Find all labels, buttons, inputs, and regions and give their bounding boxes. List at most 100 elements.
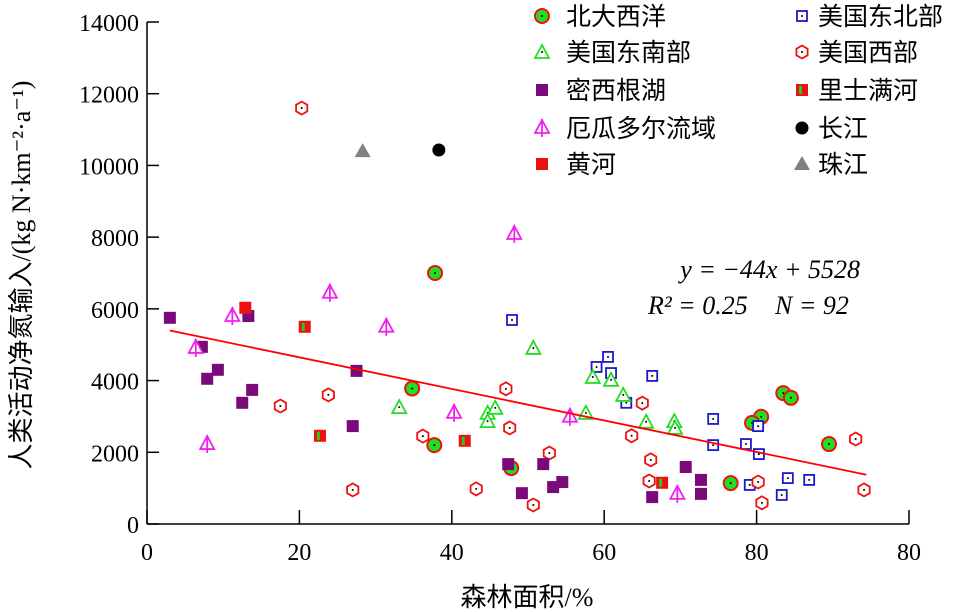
- square-marker-icon: [246, 383, 259, 396]
- legend-label: 美国东北部: [818, 3, 943, 31]
- data-point: [198, 434, 216, 454]
- legend-item: 美国东南部: [533, 39, 691, 67]
- legend-item: 美国东北部: [796, 3, 943, 31]
- marker-center-dot: [610, 378, 613, 381]
- legend-label: 黄河: [566, 151, 616, 179]
- legend-marker: [795, 44, 809, 60]
- marker-center-dot: [421, 435, 424, 438]
- data-point: [668, 483, 686, 503]
- data-point: [666, 419, 684, 435]
- data-point: [426, 437, 443, 454]
- r-squared-label: R² = 0.25: [647, 291, 748, 320]
- data-point: [236, 396, 249, 409]
- y-tick-label: 14000: [79, 11, 139, 37]
- data-point: [656, 476, 669, 489]
- data-point: [377, 316, 395, 336]
- marker-center-dot: [645, 420, 648, 423]
- square-marker-icon: [556, 476, 569, 489]
- y-tick-label: 2000: [91, 441, 139, 467]
- square-marker-icon: [646, 491, 659, 504]
- marker-center-dot: [854, 438, 857, 441]
- marker-center-dot: [641, 402, 644, 405]
- n-label: N = 92: [774, 291, 849, 320]
- marker-center-dot: [625, 401, 628, 404]
- data-point: [637, 412, 655, 429]
- marker-center-dot: [351, 488, 354, 491]
- square-marker-icon: [346, 420, 359, 433]
- data-point: [499, 381, 513, 397]
- data-point: [390, 398, 408, 415]
- data-point: [486, 398, 504, 415]
- legend-item: 黄河: [536, 151, 616, 179]
- x-tick-label: 80: [745, 540, 769, 566]
- legend-marker: [796, 10, 808, 22]
- data-point: [803, 473, 816, 486]
- data-point: [614, 386, 632, 402]
- x-axis-title: 森林面积/%: [461, 583, 594, 612]
- marker-center-dot: [744, 443, 747, 446]
- data-point: [298, 320, 311, 333]
- marker-center-dot: [434, 272, 437, 274]
- legend-marker: [534, 8, 550, 24]
- regression-line: [169, 329, 867, 476]
- data-point: [694, 487, 707, 500]
- data-point: [479, 412, 497, 428]
- green-band-icon: [799, 86, 802, 94]
- data-point: [201, 372, 214, 385]
- data-point: [313, 429, 326, 442]
- square-marker-icon: [536, 84, 548, 96]
- legend-marker: [796, 84, 808, 96]
- data-point: [752, 420, 765, 433]
- legend-item: 厄瓜多尔流域: [533, 115, 716, 143]
- marker-center-dot: [595, 365, 598, 368]
- square-marker-icon: [515, 487, 528, 500]
- legend-label: 美国东南部: [566, 39, 691, 67]
- square-marker-icon: [694, 487, 707, 500]
- legend-item: 珠江: [794, 151, 868, 179]
- marker-center-dot: [808, 478, 811, 481]
- triangle-marker-icon: [354, 143, 371, 158]
- x-tick-label: 40: [440, 540, 464, 566]
- marker-center-dot: [398, 406, 401, 409]
- marker-center-dot: [760, 415, 763, 418]
- legend-item: 密西根湖: [536, 77, 666, 105]
- marker-center-dot: [508, 426, 511, 429]
- marker-center-dot: [532, 503, 535, 506]
- marker-center-dot: [780, 493, 783, 496]
- x-tick-label: 20: [287, 540, 311, 566]
- data-point: [211, 363, 224, 376]
- marker-center-dot: [584, 411, 587, 414]
- data-point: [432, 143, 446, 157]
- square-marker-icon: [679, 460, 692, 473]
- data-point: [707, 413, 720, 425]
- marker-center-dot: [801, 51, 803, 53]
- marker-center-dot: [757, 453, 760, 456]
- y-tick-label: 4000: [91, 370, 139, 396]
- legend-marker: [536, 158, 548, 170]
- y-tick-label: 12000: [79, 83, 139, 109]
- legend-item: 北大西洋: [534, 3, 666, 31]
- marker-center-dot: [541, 15, 543, 17]
- marker-center-dot: [786, 477, 789, 480]
- data-point: [346, 420, 359, 433]
- x-tick-label: 80: [897, 540, 921, 566]
- marker-center-dot: [486, 420, 489, 423]
- legend-marker: [533, 43, 551, 59]
- data-point: [644, 452, 658, 468]
- y-tick-label: 0: [127, 513, 139, 539]
- square-marker-icon: [239, 301, 252, 314]
- marker-center-dot: [757, 481, 760, 484]
- marker-center-dot: [541, 51, 543, 53]
- data-points: [163, 100, 871, 513]
- square-marker-icon: [163, 311, 176, 324]
- data-point: [458, 434, 471, 447]
- square-marker-icon: [211, 363, 224, 376]
- legend-label: 密西根湖: [566, 77, 666, 105]
- data-point: [635, 395, 649, 411]
- green-band-icon: [461, 436, 465, 445]
- legend-marker: [795, 121, 809, 135]
- marker-center-dot: [433, 444, 436, 447]
- marker-center-dot: [757, 425, 760, 428]
